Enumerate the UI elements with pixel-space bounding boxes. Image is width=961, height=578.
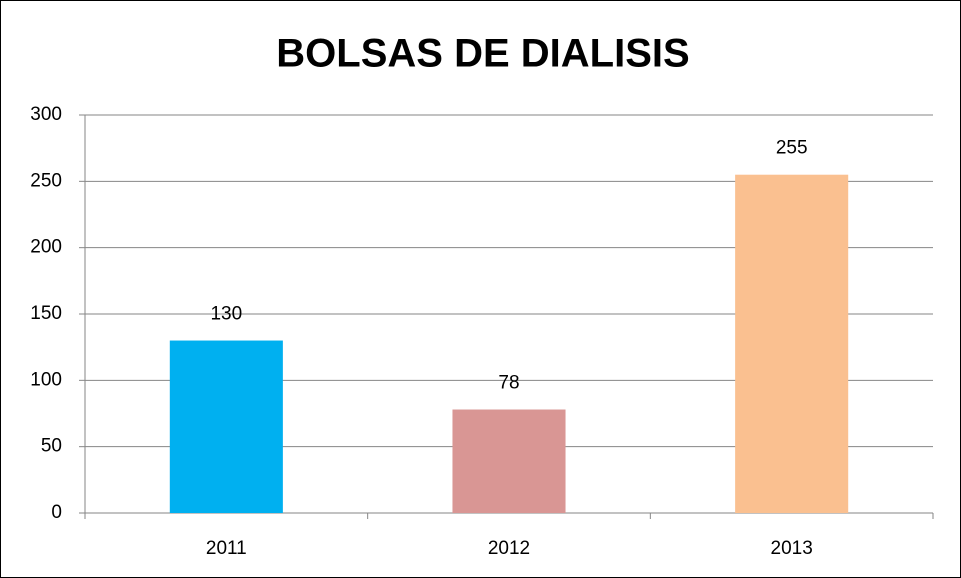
y-tick-label: 200 <box>30 237 62 258</box>
y-tick-label: 300 <box>30 104 62 125</box>
bar <box>452 409 566 513</box>
x-tick-label: 2013 <box>771 538 813 559</box>
y-tick-label: 100 <box>30 369 62 390</box>
y-tick-label: 150 <box>30 303 62 324</box>
bar <box>169 340 283 513</box>
y-tick-label: 50 <box>41 436 62 457</box>
data-label: 78 <box>498 373 519 394</box>
data-label: 130 <box>210 304 242 325</box>
x-tick-label: 2012 <box>488 538 530 559</box>
data-label: 255 <box>776 138 808 159</box>
x-tick-label: 2011 <box>206 538 247 559</box>
bar <box>735 174 849 513</box>
y-tick-label: 0 <box>51 502 62 523</box>
y-tick-label: 250 <box>30 170 62 191</box>
chart-title: BOLSAS DE DIALISIS <box>276 32 689 76</box>
